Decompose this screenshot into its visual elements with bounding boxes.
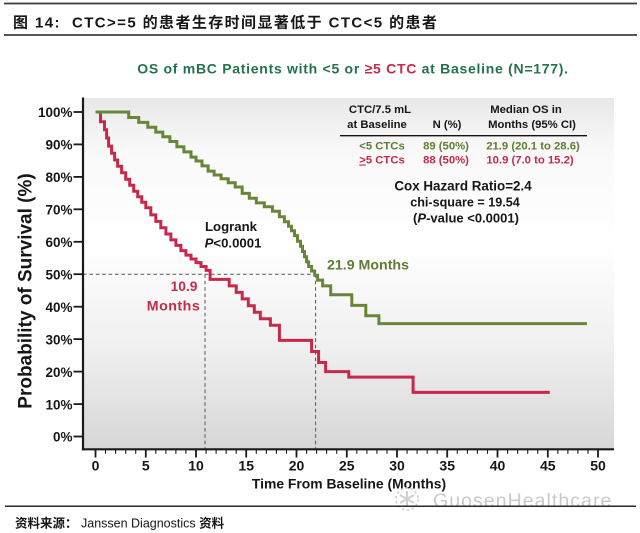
svg-text:at Baseline: at Baseline [347,119,407,131]
svg-text:20%: 20% [45,365,72,380]
svg-text:Months (95% CI): Months (95% CI) [488,119,576,131]
svg-text:资料来源： Janssen Diagnostics 资料: 资料来源： Janssen Diagnostics 资料 [15,516,225,531]
svg-text:chi-square = 19.54: chi-square = 19.54 [410,196,520,210]
svg-text:Time From Baseline (Months): Time From Baseline (Months) [252,476,446,492]
svg-text:45: 45 [540,458,556,474]
svg-text:N (%): N (%) [433,119,462,131]
svg-text:>5 CTCs: >5 CTCs [359,155,405,167]
svg-text:0%: 0% [53,430,73,445]
svg-text:(P-value <0.0001): (P-value <0.0001) [413,211,519,226]
svg-text:CTC/7.5 mL: CTC/7.5 mL [349,104,411,116]
svg-text:50: 50 [590,458,606,474]
svg-text:35: 35 [439,458,455,474]
svg-text:50%: 50% [45,267,72,282]
svg-text:89 (50%): 89 (50%) [423,141,469,153]
svg-text:100%: 100% [38,105,73,120]
svg-text:0: 0 [92,458,100,474]
svg-text:Months: Months [147,299,200,315]
svg-text:Probability of Survival (%): Probability of Survival (%) [16,173,37,408]
svg-text:88 (50%): 88 (50%) [423,155,469,167]
svg-text:40%: 40% [45,300,72,315]
svg-text:Logrank: Logrank [205,219,258,234]
svg-text:30%: 30% [45,332,72,347]
svg-text:21.9 (20.1 to 28.6): 21.9 (20.1 to 28.6) [486,141,580,153]
svg-text:15: 15 [238,458,254,474]
svg-text:P<0.0001: P<0.0001 [205,236,262,251]
svg-text:25: 25 [339,458,355,474]
svg-text:10.9: 10.9 [171,279,198,294]
svg-text:GuosenHealthcare: GuosenHealthcare [433,490,612,512]
svg-text:20: 20 [289,458,305,474]
svg-text:10.9 (7.0 to 15.2): 10.9 (7.0 to 15.2) [486,155,574,167]
svg-text:<5 CTCs: <5 CTCs [359,141,405,153]
svg-text:21.9 Months: 21.9 Months [327,258,409,274]
svg-text:90%: 90% [45,138,72,153]
svg-text:80%: 80% [45,170,72,185]
svg-text:70%: 70% [45,203,72,218]
svg-text:10%: 10% [45,397,72,412]
svg-text:OS of mBC Patients with <5 or: OS of mBC Patients with <5 or ≥5 CTC at … [137,61,569,77]
svg-text:Cox Hazard Ratio=2.4: Cox Hazard Ratio=2.4 [394,179,532,194]
svg-text:5: 5 [142,458,150,474]
svg-text:10: 10 [188,458,204,474]
svg-text:40: 40 [490,458,506,474]
svg-text:60%: 60% [45,235,72,250]
svg-text:30: 30 [389,458,405,474]
svg-text:图 14: CTC>=5 的患者生存时间显著低于 CTC<: 图 14: CTC>=5 的患者生存时间显著低于 CTC<5 的患者 [13,14,438,32]
svg-text:Median OS in: Median OS in [490,104,562,116]
